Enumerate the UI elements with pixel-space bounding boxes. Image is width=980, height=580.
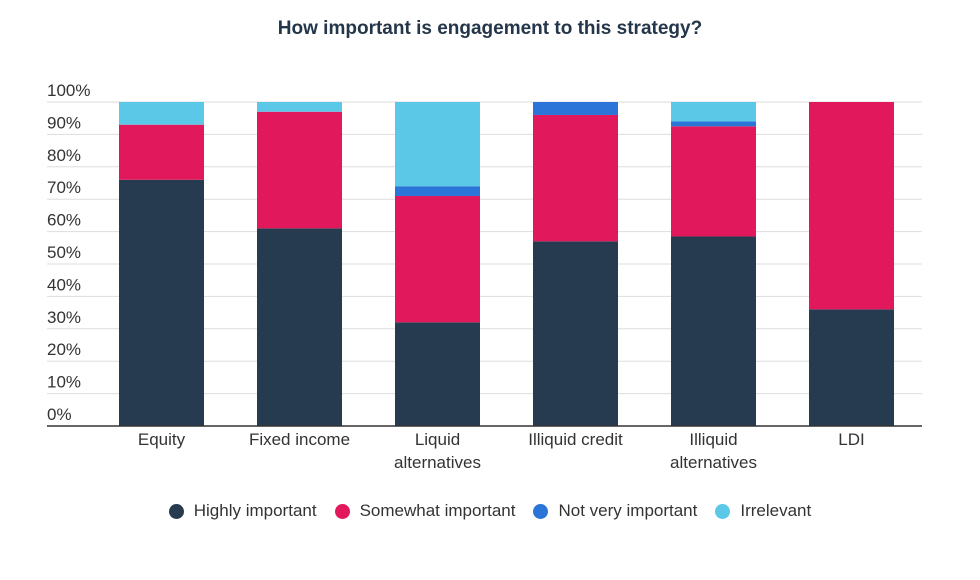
x-tick-label: LDI xyxy=(838,430,864,449)
y-tick-label: 30% xyxy=(47,308,81,327)
bar-segment-somewhat-important xyxy=(671,126,756,237)
y-tick-label: 100% xyxy=(47,81,90,100)
y-tick-label: 50% xyxy=(47,243,81,262)
bar-segment-irrelevant xyxy=(119,102,204,125)
y-tick-label: 90% xyxy=(47,113,81,132)
bar-segment-somewhat-important xyxy=(257,111,342,229)
bar-segment-highly-important xyxy=(671,236,756,426)
bar-segment-highly-important xyxy=(809,309,894,426)
bar-segment-irrelevant xyxy=(395,102,480,187)
legend-marker xyxy=(168,503,184,519)
legend-item: Highly important xyxy=(168,501,317,521)
legend: Highly important Somewhat important Not ve… xyxy=(0,501,980,521)
x-tick-label: Illiquid alternatives xyxy=(670,430,757,472)
bar-segment-highly-important xyxy=(257,228,342,426)
legend-marker xyxy=(334,503,350,519)
legend-label: Highly important xyxy=(193,501,317,520)
legend-label: Somewhat important xyxy=(359,501,516,520)
bars xyxy=(119,102,894,426)
y-tick-label: 60% xyxy=(47,211,81,230)
legend-label: Irrelevant xyxy=(740,501,812,520)
bar-segment-somewhat-important xyxy=(809,102,894,310)
bar-segment-not-very-important xyxy=(395,186,480,196)
legend-item: Irrelevant xyxy=(715,501,811,521)
bar-segment-not-very-important xyxy=(533,102,618,115)
bar-segment-somewhat-important xyxy=(395,195,480,323)
bar-segment-irrelevant xyxy=(257,102,342,112)
legend-marker xyxy=(715,503,731,519)
x-tick-label: Illiquid credit xyxy=(528,430,623,449)
y-axis-ticks: 0% 10% 20% 30% 40% 50% 60% 70% 80% 90% 100% xyxy=(47,81,90,424)
bar-segment-somewhat-important xyxy=(533,114,618,242)
bar-segment-irrelevant xyxy=(671,102,756,122)
bar-segment-highly-important xyxy=(119,179,204,426)
bar-segment-highly-important xyxy=(533,241,618,426)
legend-label: Not very important xyxy=(558,501,698,520)
y-tick-label: 20% xyxy=(47,340,81,359)
y-tick-label: 10% xyxy=(47,373,81,392)
legend-marker xyxy=(533,503,549,519)
bar-segment-highly-important xyxy=(395,322,480,426)
x-tick-label: Fixed income xyxy=(249,430,350,449)
bar-segment-somewhat-important xyxy=(119,124,204,180)
y-tick-label: 80% xyxy=(47,146,81,165)
chart-title: How important is engagement to this stra… xyxy=(277,18,703,39)
y-tick-label: 40% xyxy=(47,275,81,294)
bar-segment-not-very-important xyxy=(671,121,756,127)
y-tick-label: 70% xyxy=(47,178,81,197)
legend-item: Somewhat important xyxy=(334,501,516,521)
y-tick-label: 0% xyxy=(47,405,72,424)
legend-item: Not very important xyxy=(533,501,697,521)
x-tick-label: Liquid alternatives xyxy=(394,430,481,472)
x-tick-label: Equity xyxy=(138,430,186,449)
x-axis-labels: Equity Fixed income Liquid alternatives Illi… xyxy=(138,430,865,472)
